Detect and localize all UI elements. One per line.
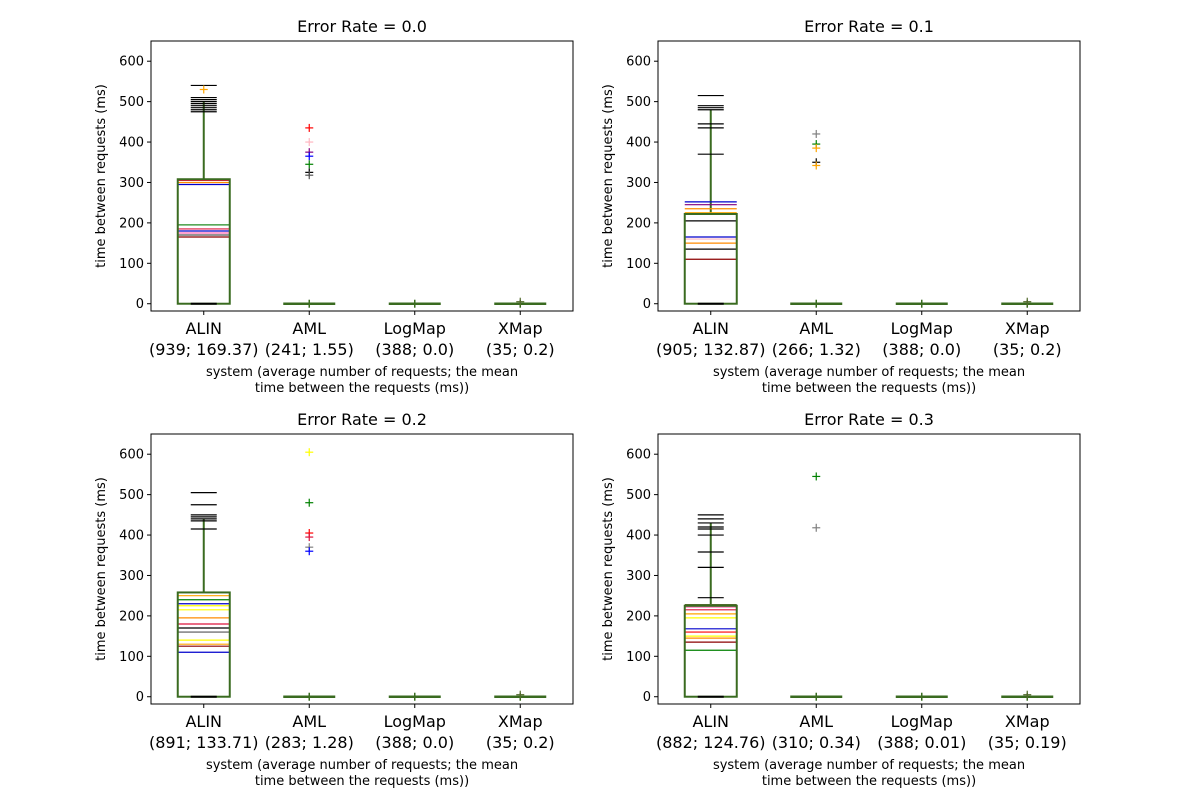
box-body (683, 604, 738, 698)
x-tick-label: AML (241; 1.55) (265, 319, 354, 359)
boxplot-3 (1001, 690, 1054, 701)
subplot-title: Error Rate = 0.2 (297, 410, 427, 429)
x-tick-label: ALIN (939; 169.37) (149, 319, 258, 359)
x-axis-label: system (average number of requests; the … (206, 365, 518, 396)
x-axis-label: system (average number of requests; the … (713, 758, 1025, 789)
y-axis-label: time between requests (ms) (601, 84, 616, 268)
x-axis-label: system (average number of requests; the … (206, 758, 518, 789)
y-axis-label: time between requests (ms) (94, 477, 109, 661)
subplot-2: Error Rate = 0.1 0 100 200 300 400 500 600 time … (601, 17, 1081, 396)
boxplot-1 (790, 129, 843, 308)
x-tick-label: ALIN (891; 133.71) (149, 712, 258, 752)
y-axis-label: time between requests (ms) (94, 84, 109, 268)
y-tick-label: 200 (626, 609, 651, 624)
subplot-title: Error Rate = 0.1 (804, 17, 934, 36)
alin-boxplot (176, 84, 231, 305)
subplot-title: Error Rate = 0.3 (804, 410, 934, 429)
subplot-3: Error Rate = 0.2 0 100 200 300 400 500 600 time … (94, 410, 574, 789)
y-tick-label: 100 (626, 650, 651, 665)
y-tick-label: 400 (119, 136, 144, 151)
y-tick-label: 600 (626, 55, 651, 70)
y-tick-label: 200 (119, 609, 144, 624)
y-tick-label: 0 (136, 297, 144, 312)
boxplot-2 (388, 692, 441, 701)
plot-frame (150, 433, 574, 705)
x-tick-label: XMap (35; 0.2) (993, 319, 1062, 359)
y-tick-label: 400 (626, 529, 651, 544)
alin-boxplot (683, 514, 738, 698)
box-body (176, 178, 231, 305)
x-tick-label: AML (266; 1.32) (772, 319, 861, 359)
x-tick-label: ALIN (905; 132.87) (656, 319, 765, 359)
y-tick-label: 400 (626, 136, 651, 151)
y-tick-label: 100 (119, 257, 144, 272)
y-tick-label: 500 (626, 488, 651, 503)
boxplot-2 (895, 692, 948, 701)
x-tick-label: XMap (35; 0.19) (988, 712, 1067, 752)
y-tick-label: 100 (119, 650, 144, 665)
x-tick-label: XMap (35; 0.2) (486, 319, 555, 359)
y-axis-label: time between requests (ms) (601, 477, 616, 661)
plot-frame (150, 40, 574, 312)
boxplot-1 (283, 123, 336, 308)
x-tick-label: LogMap (388; 0.0) (375, 712, 454, 752)
boxplot-1 (790, 472, 843, 701)
y-tick-label: 600 (119, 448, 144, 463)
x-axis-label: system (average number of requests; the … (713, 365, 1025, 396)
y-tick-label: 300 (119, 176, 144, 191)
y-tick-label: 500 (119, 488, 144, 503)
boxplot-2 (388, 299, 441, 308)
alin-boxplot (176, 492, 231, 698)
subplot-1: Error Rate = 0.0 0 100 200 300 400 500 600 time … (94, 17, 574, 396)
x-tick-label: AML (283; 1.28) (265, 712, 354, 752)
plot-frame (657, 433, 1081, 705)
y-tick-label: 0 (136, 690, 144, 705)
boxplot-3 (494, 297, 547, 308)
plot-frame (657, 40, 1081, 312)
y-tick-label: 500 (119, 95, 144, 110)
x-tick-label: AML (310; 0.34) (772, 712, 861, 752)
x-tick-label: LogMap (388; 0.0) (882, 319, 961, 359)
boxplot-3 (1001, 297, 1054, 308)
x-tick-label: XMap (35; 0.2) (486, 712, 555, 752)
y-tick-label: 600 (626, 448, 651, 463)
y-tick-label: 0 (643, 690, 651, 705)
x-tick-label: LogMap (388; 0.0) (375, 319, 454, 359)
y-tick-label: 600 (119, 55, 144, 70)
y-tick-label: 200 (626, 216, 651, 231)
boxplot-2 (895, 299, 948, 308)
boxplot-1 (283, 448, 336, 701)
y-tick-label: 100 (626, 257, 651, 272)
boxplot-3 (494, 690, 547, 701)
alin-boxplot (683, 94, 738, 305)
x-tick-label: ALIN (882; 124.76) (656, 712, 765, 752)
y-tick-label: 500 (626, 95, 651, 110)
subplot-4: Error Rate = 0.3 0 100 200 300 400 500 600 time … (601, 410, 1081, 789)
y-tick-label: 0 (643, 297, 651, 312)
y-tick-label: 400 (119, 529, 144, 544)
y-tick-label: 300 (626, 176, 651, 191)
x-tick-label: LogMap (388; 0.01) (877, 712, 966, 752)
subplot-title: Error Rate = 0.0 (297, 17, 427, 36)
y-tick-label: 300 (626, 569, 651, 584)
y-tick-label: 200 (119, 216, 144, 231)
y-tick-label: 300 (119, 569, 144, 584)
